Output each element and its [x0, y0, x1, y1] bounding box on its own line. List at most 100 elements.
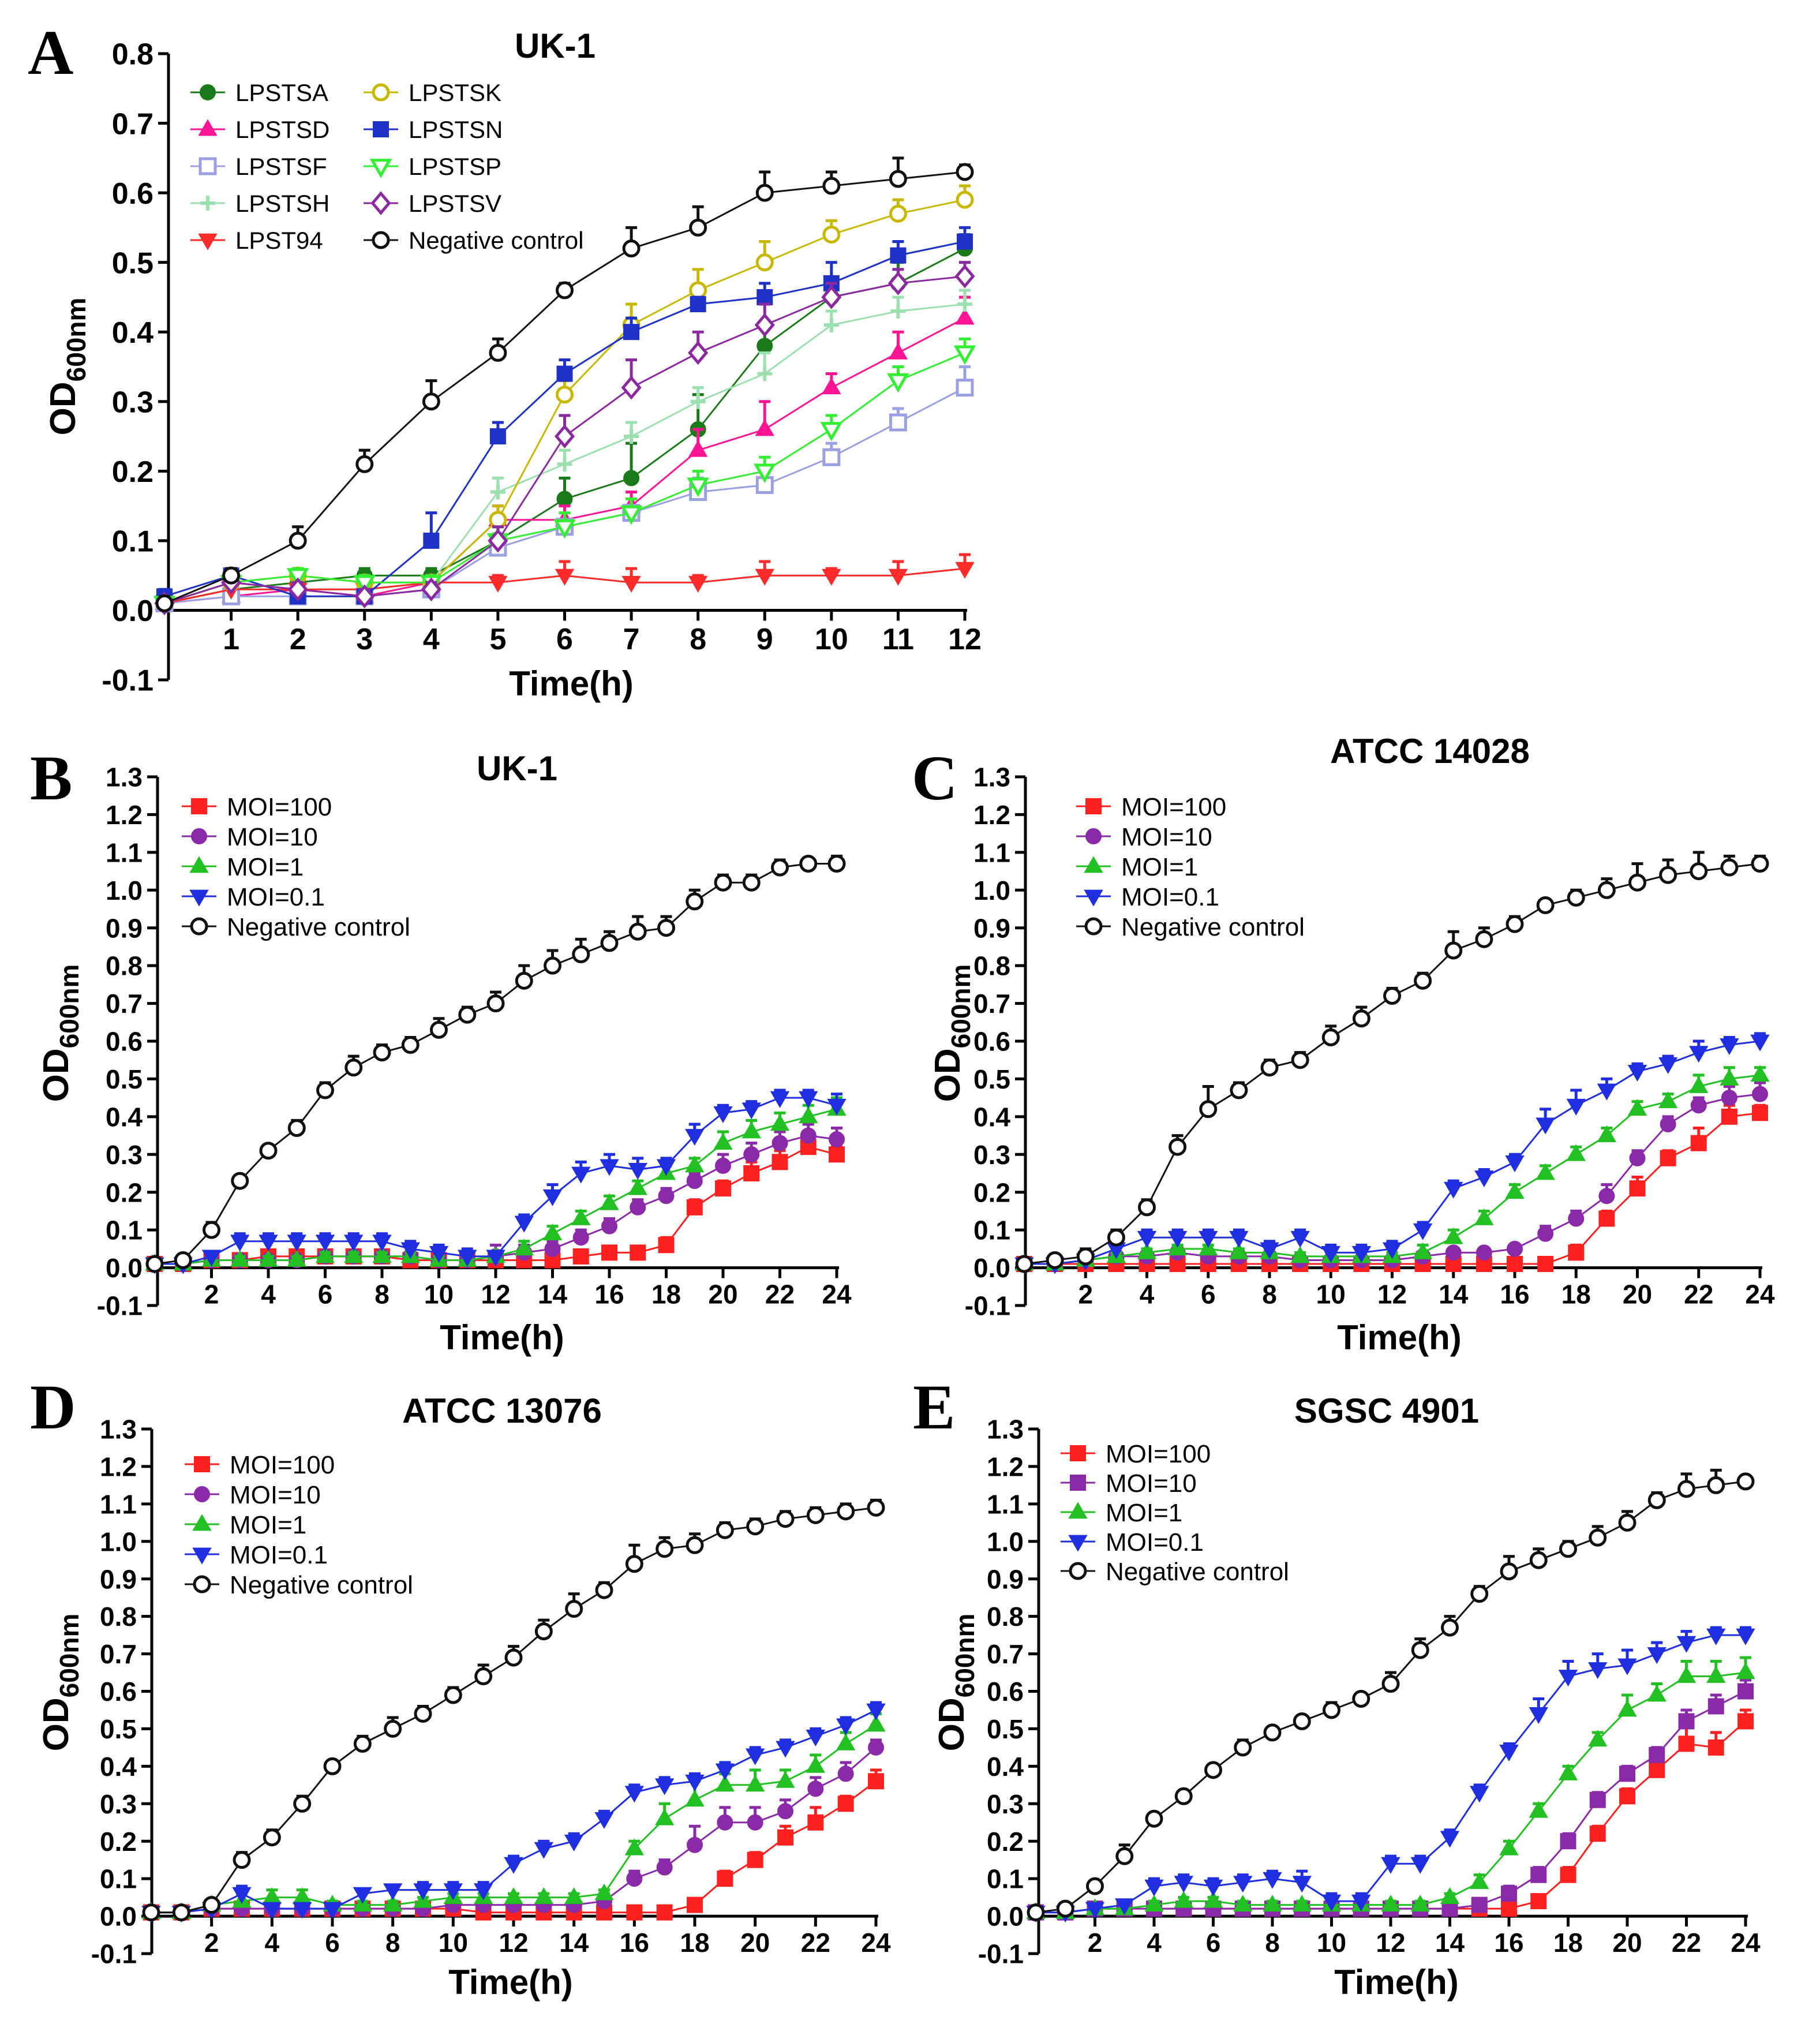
legend-label: LPSTSH — [235, 190, 329, 217]
y-tick-label: -0.1 — [97, 1291, 143, 1321]
data-point — [623, 470, 640, 487]
y-tick-label: 0.8 — [100, 1602, 137, 1632]
y-tick-label: 0.9 — [973, 913, 1010, 943]
data-point — [414, 1704, 432, 1723]
data-point — [1706, 1628, 1726, 1645]
data-point — [890, 247, 907, 264]
data-point — [888, 342, 908, 360]
data-point — [887, 271, 908, 295]
data-point — [689, 281, 707, 300]
series-moi-0-1 — [141, 1701, 886, 1923]
data-point — [323, 1757, 342, 1775]
y-tick-label: 0.7 — [112, 107, 153, 141]
data-point — [955, 308, 975, 325]
data-point — [715, 1157, 731, 1174]
legend-item: MOI=100 — [1076, 793, 1226, 821]
data-point — [630, 1199, 646, 1215]
data-point — [1530, 1893, 1547, 1910]
data-point — [686, 1199, 703, 1215]
legend-label: MOI=1 — [1121, 853, 1198, 881]
y-tick-label: 0.4 — [100, 1752, 137, 1782]
x-tick-label: 8 — [1262, 1279, 1277, 1309]
x-tick-label: 4 — [265, 1928, 280, 1958]
data-point — [827, 1098, 847, 1116]
data-point — [1413, 1223, 1433, 1240]
data-point — [1413, 1242, 1433, 1259]
data-point — [866, 1715, 886, 1732]
data-point — [624, 1786, 645, 1803]
data-point — [383, 1883, 403, 1901]
y-axis-label-subscript: 600nm — [54, 964, 84, 1049]
data-point — [1597, 1125, 1617, 1142]
data-point — [1736, 1628, 1755, 1645]
data-point — [1689, 1076, 1709, 1093]
data-point — [1174, 1876, 1193, 1893]
data-point — [400, 1242, 420, 1259]
data-point — [1410, 1857, 1430, 1874]
data-point — [1678, 1713, 1695, 1730]
legend-item: LPSTSH — [190, 190, 329, 217]
legend-marker — [200, 196, 215, 211]
legend-item: LPSTSD — [190, 116, 329, 143]
y-tick-label: 0.6 — [973, 1027, 1010, 1057]
data-point — [1444, 941, 1463, 960]
data-point — [1660, 1116, 1676, 1132]
data-point — [1292, 1894, 1312, 1911]
data-point — [489, 511, 507, 529]
data-point — [777, 1829, 793, 1846]
data-point — [1233, 1876, 1253, 1893]
data-point — [836, 1733, 856, 1750]
data-point — [868, 1773, 884, 1790]
data-point — [1707, 1476, 1725, 1494]
legend-marker — [373, 121, 389, 137]
y-tick-label: 1.2 — [987, 1452, 1024, 1482]
data-point — [888, 568, 908, 586]
data-point — [1144, 1879, 1164, 1896]
data-point — [1115, 1847, 1134, 1865]
legend-label: MOI=100 — [227, 793, 332, 821]
data-point — [1566, 1098, 1586, 1116]
data-point — [384, 1719, 402, 1738]
data-point — [259, 1142, 278, 1160]
y-axis-label: OD600nm — [928, 964, 976, 1102]
data-point — [1476, 1244, 1492, 1261]
data-point — [557, 457, 572, 472]
data-point — [1290, 1246, 1310, 1263]
data-point — [289, 532, 307, 550]
y-axis-label-subscript: 600nm — [946, 964, 976, 1049]
data-point — [315, 1235, 335, 1252]
data-point — [413, 1883, 433, 1901]
data-point — [1138, 1198, 1156, 1217]
x-axis-label: Time(h) — [509, 664, 634, 703]
y-tick-label: 0.1 — [100, 1864, 137, 1894]
data-point — [1627, 1099, 1647, 1116]
legend-item: Negative control — [185, 1571, 413, 1599]
data-point — [504, 1887, 523, 1905]
data-point — [1736, 1662, 1755, 1679]
legend-marker — [191, 828, 207, 844]
data-point — [1751, 854, 1769, 873]
series-moi-0-1 — [145, 1088, 847, 1274]
data-point — [1293, 1712, 1311, 1730]
panel-label: C — [912, 743, 957, 813]
data-point — [747, 1851, 763, 1868]
data-point — [353, 1887, 373, 1904]
y-tick-label: 0.4 — [112, 316, 153, 350]
data-point — [458, 1005, 477, 1024]
legend-label: LPSTSV — [409, 190, 501, 217]
data-point — [145, 1255, 164, 1273]
x-tick-label: 22 — [801, 1928, 830, 1958]
data-point — [690, 394, 706, 409]
data-point — [1506, 915, 1524, 933]
data-point — [624, 429, 639, 444]
data-point — [473, 1883, 493, 1901]
data-point — [821, 285, 842, 309]
data-point — [755, 419, 774, 436]
y-tick-label: 1.0 — [987, 1527, 1024, 1557]
data-point — [600, 1159, 619, 1176]
data-point — [489, 343, 507, 362]
data-point — [686, 1536, 704, 1554]
legend-label: Negative control — [1106, 1558, 1289, 1586]
data-point — [1137, 1230, 1157, 1248]
x-tick-label: 24 — [1731, 1928, 1761, 1958]
